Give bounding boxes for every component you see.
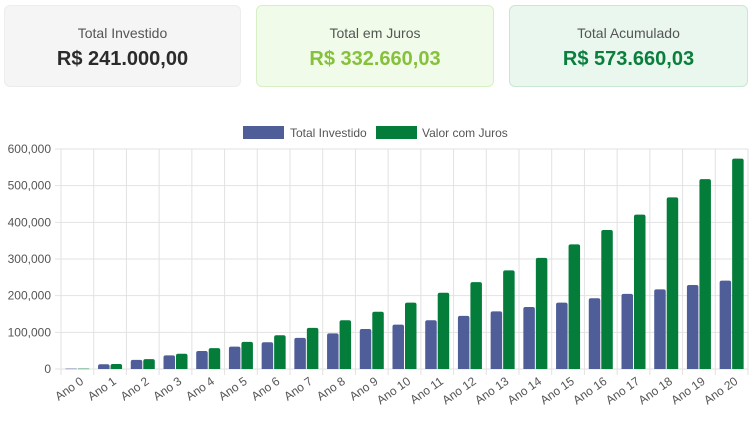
x-tick-label: Ano 2 xyxy=(118,374,152,404)
bar-total-invested[interactable] xyxy=(98,364,110,369)
x-tick-label: Ano 1 xyxy=(85,374,119,404)
bar-value-with-interest[interactable] xyxy=(601,230,613,369)
chart-bars xyxy=(65,158,744,370)
bar-value-with-interest[interactable] xyxy=(568,244,581,369)
legend-swatch xyxy=(376,126,417,139)
total-invested-value: R$ 241.000,00 xyxy=(56,48,189,70)
bar-total-invested[interactable] xyxy=(654,289,666,369)
bar-total-invested[interactable] xyxy=(294,337,306,369)
bar-value-with-interest[interactable] xyxy=(77,368,90,370)
bar-total-invested[interactable] xyxy=(457,315,470,369)
total-interest-label: Total em Juros xyxy=(329,25,421,41)
y-tick-label: 200,000 xyxy=(8,289,52,303)
legend-item[interactable]: Total Investido xyxy=(243,126,367,140)
x-tick-label: Ano 17 xyxy=(603,374,642,407)
bar-value-with-interest[interactable] xyxy=(437,292,450,369)
bar-total-invested[interactable] xyxy=(359,329,372,369)
bar-total-invested[interactable] xyxy=(523,307,535,369)
bar-total-invested[interactable] xyxy=(556,302,568,369)
y-tick-label: 500,000 xyxy=(8,179,52,193)
x-tick-label: Ano 7 xyxy=(281,374,315,404)
bar-total-invested[interactable] xyxy=(686,285,699,369)
bar-total-invested[interactable] xyxy=(228,346,241,369)
bar-value-with-interest[interactable] xyxy=(666,197,679,369)
x-tick-label: Ano 6 xyxy=(249,374,283,404)
x-tick-label: Ano 19 xyxy=(668,374,707,407)
bar-total-invested[interactable] xyxy=(425,320,437,369)
y-tick-label: 300,000 xyxy=(8,252,52,266)
bar-total-invested[interactable] xyxy=(65,368,77,370)
chart-legend[interactable]: Total Investido Valor com Juros xyxy=(243,126,508,140)
bar-value-with-interest[interactable] xyxy=(241,341,253,369)
bar-value-with-interest[interactable] xyxy=(143,359,155,369)
legend-label: Total Investido xyxy=(290,126,367,140)
x-tick-label: Ano 5 xyxy=(216,374,250,404)
y-axis: 0 100,000 200,000 300,000 400,000 500,000 600,… xyxy=(8,142,52,376)
bar-value-with-interest[interactable] xyxy=(274,335,286,369)
bar-value-with-interest[interactable] xyxy=(634,214,646,369)
bar-value-with-interest[interactable] xyxy=(176,353,188,369)
total-invested-label: Total Investido xyxy=(77,25,168,41)
bar-total-invested[interactable] xyxy=(392,324,405,369)
y-tick-label: 400,000 xyxy=(8,215,52,229)
x-tick-label: Ano 13 xyxy=(472,374,511,407)
x-tick-label: Ano 11 xyxy=(407,374,446,407)
total-interest-card: Total em Juros R$ 332.660,03 xyxy=(256,5,494,87)
y-tick-label: 100,000 xyxy=(8,325,52,339)
bar-value-with-interest[interactable] xyxy=(535,257,548,369)
x-tick-label: Ano 16 xyxy=(570,374,609,407)
bar-total-invested[interactable] xyxy=(163,355,176,369)
bar-value-with-interest[interactable] xyxy=(208,348,221,369)
bar-value-with-interest[interactable] xyxy=(732,158,744,369)
x-tick-label: Ano 10 xyxy=(374,374,413,407)
bar-value-with-interest[interactable] xyxy=(405,302,417,369)
bar-total-invested[interactable] xyxy=(621,293,634,369)
bar-value-with-interest[interactable] xyxy=(699,179,711,369)
bar-value-with-interest[interactable] xyxy=(503,270,515,369)
legend-label: Valor com Juros xyxy=(422,126,508,140)
x-tick-label: Ano 3 xyxy=(151,374,185,404)
x-tick-label: Ano 4 xyxy=(183,374,217,404)
y-tick-label: 0 xyxy=(44,362,51,376)
bar-value-with-interest[interactable] xyxy=(306,327,319,369)
y-tick-label: 600,000 xyxy=(8,142,52,156)
bar-total-invested[interactable] xyxy=(719,280,732,369)
bar-total-invested[interactable] xyxy=(130,359,143,369)
total-invested-card: Total Investido R$ 241.000,00 xyxy=(4,5,241,87)
bar-value-with-interest[interactable] xyxy=(372,311,384,369)
x-tick-label: Ano 15 xyxy=(538,374,577,407)
legend-swatch xyxy=(243,126,284,139)
growth-bar-chart: Total Investido Valor com Juros 0 100,000 2… xyxy=(8,126,749,407)
x-tick-label: Ano 20 xyxy=(701,374,740,407)
total-accumulated-card: Total Acumulado R$ 573.660,03 xyxy=(509,5,748,87)
total-accumulated-value: R$ 573.660,03 xyxy=(562,48,695,70)
bar-total-invested[interactable] xyxy=(196,351,208,369)
bar-total-invested[interactable] xyxy=(327,333,339,369)
total-interest-value: R$ 332.660,03 xyxy=(309,48,441,70)
bar-value-with-interest[interactable] xyxy=(470,282,482,369)
x-tick-label: Ano 14 xyxy=(505,374,544,407)
x-tick-label: Ano 18 xyxy=(636,374,675,407)
chart-grid xyxy=(55,148,749,375)
total-accumulated-label: Total Acumulado xyxy=(577,25,680,41)
x-tick-label: Ano 0 xyxy=(52,374,86,404)
bar-total-invested[interactable] xyxy=(490,311,503,369)
x-tick-label: Ano 8 xyxy=(314,374,348,404)
summary-cards: Total Investido R$ 241.000,00 Total em J… xyxy=(4,5,748,89)
bar-value-with-interest[interactable] xyxy=(110,364,123,369)
legend-item[interactable]: Valor com Juros xyxy=(376,126,508,140)
bar-total-invested[interactable] xyxy=(261,342,274,369)
bar-total-invested[interactable] xyxy=(588,298,601,369)
bar-value-with-interest[interactable] xyxy=(339,320,352,369)
x-tick-label: Ano 12 xyxy=(439,374,478,407)
